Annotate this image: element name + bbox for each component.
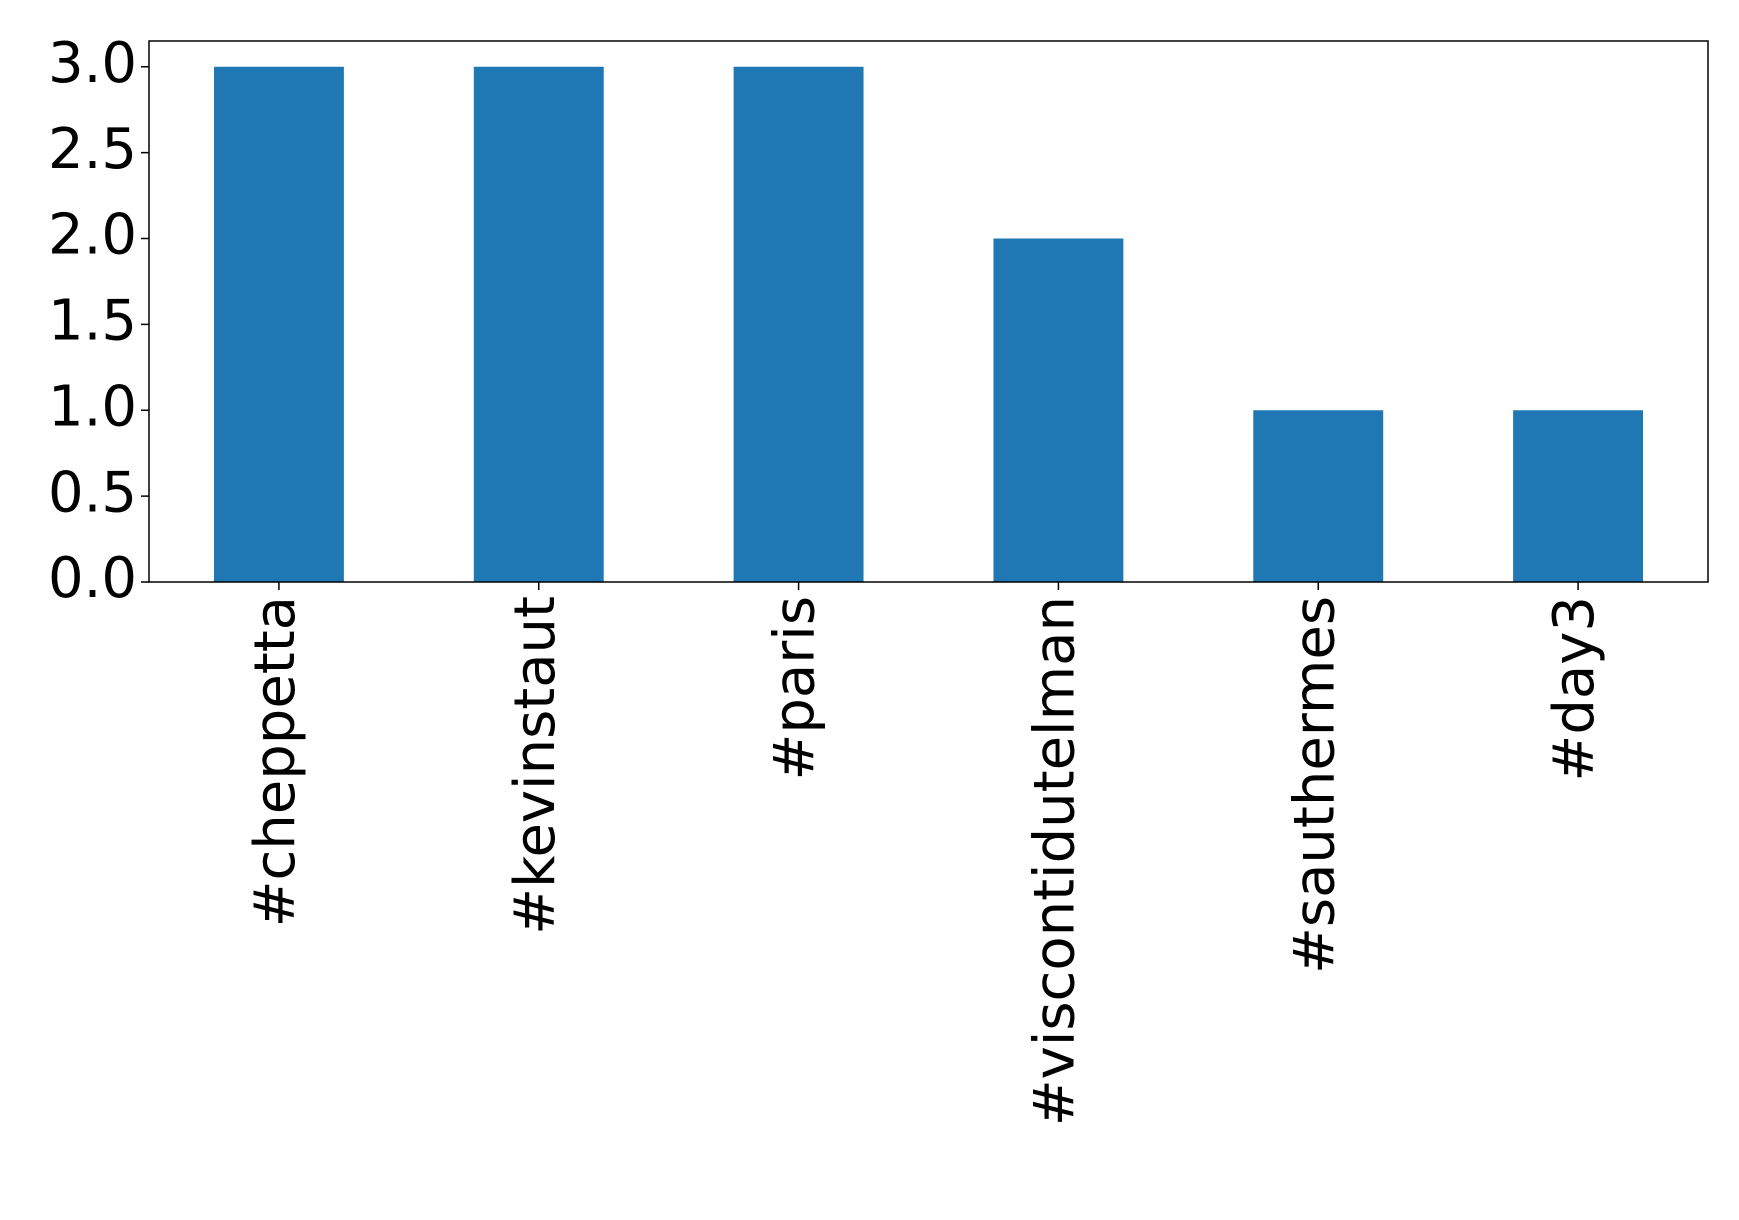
y-tick-label: 0.0 (48, 546, 137, 611)
y-tick-label: 1.5 (48, 289, 137, 354)
y-tick-label: 3.0 (48, 31, 137, 96)
plot-frame (148, 40, 1709, 583)
bar (993, 238, 1124, 582)
bar (213, 66, 344, 582)
bar (473, 66, 604, 582)
y-tick-label: 2.5 (48, 117, 137, 182)
x-tick-label: #kevinstaut (503, 596, 568, 935)
y-tick-label: 1.0 (48, 374, 137, 439)
x-tick-label: #paris (763, 596, 828, 781)
x-tick-label: #sauthermes (1282, 596, 1347, 974)
y-tick-label: 0.5 (48, 460, 137, 525)
y-tick-label: 2.0 (48, 203, 137, 268)
bar (733, 66, 864, 582)
x-tick-label: #viscontidutelman (1023, 596, 1088, 1126)
bar (1513, 410, 1644, 582)
bar (1253, 410, 1384, 582)
x-tick-label: #cheppetta (243, 596, 308, 927)
x-tick-label: #day3 (1542, 596, 1607, 782)
